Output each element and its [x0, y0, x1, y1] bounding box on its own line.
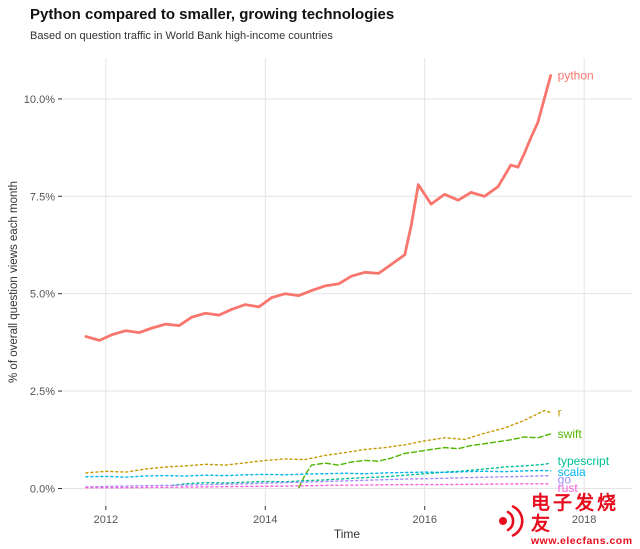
series-label-rust: rust [558, 481, 579, 495]
watermark-brand: 电子发烧友 [531, 493, 620, 535]
watermark-url: www.elecfans.com [531, 534, 633, 547]
y-tick-label: 0.0% [30, 483, 55, 495]
series-line-swift [298, 433, 552, 489]
x-tick-label: 2018 [572, 514, 596, 526]
series-label-swift: swift [558, 427, 583, 441]
x-tick-label: 2016 [412, 514, 436, 526]
series-line-r [85, 409, 552, 474]
series-line-python [84, 74, 553, 342]
series-label-python: python [558, 69, 594, 83]
series-line-typescript [171, 462, 552, 487]
x-tick-label: 2014 [253, 514, 277, 526]
y-tick-label: 5.0% [30, 289, 55, 301]
x-axis-label: Time [333, 527, 361, 541]
series-label-scala: scala [558, 465, 586, 479]
series-label-r: r [558, 406, 562, 420]
y-tick-label: 7.5% [30, 191, 55, 203]
elecfans-logo-icon [499, 504, 524, 537]
watermark-text: 电子发烧友 www.elecfans.com [531, 493, 640, 547]
chart-subtitle: Based on question traffic in World Bank … [30, 30, 333, 42]
series-line-rust [85, 483, 552, 489]
x-tick-label: 2012 [94, 514, 118, 526]
y-axis-label: % of overall question views each month [8, 181, 20, 383]
series-label-typescript: typescript [558, 454, 610, 468]
y-tick-label: 10.0% [24, 94, 55, 106]
chart-title: Python compared to smaller, growing tech… [30, 6, 395, 23]
series-line-scala [85, 469, 552, 478]
watermark: 电子发烧友 www.elecfans.com [490, 493, 640, 547]
series-label-go: go [558, 473, 572, 487]
series-line-go [85, 474, 552, 488]
y-tick-label: 2.5% [30, 386, 55, 398]
